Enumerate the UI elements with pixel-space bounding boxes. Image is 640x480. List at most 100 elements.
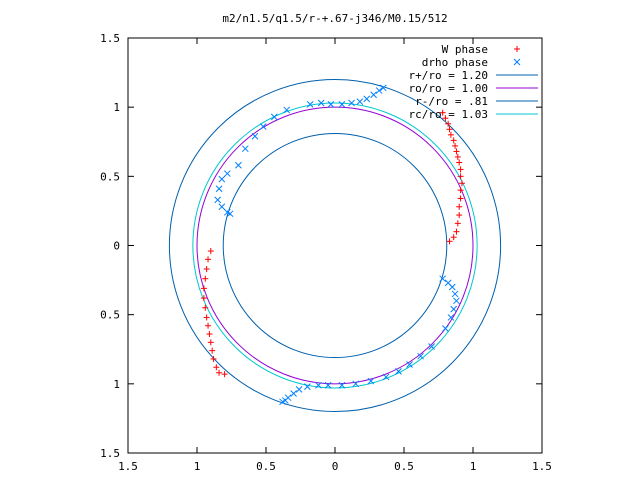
w-phase-point	[202, 304, 209, 311]
drho-phase-point	[241, 145, 249, 153]
drho-phase-point	[224, 170, 231, 177]
x-tick-label: 1.5	[118, 460, 138, 473]
drho-phase-point	[295, 386, 303, 393]
w-phase-point	[453, 228, 460, 235]
drho-phase-point	[382, 373, 390, 381]
w-phase-point	[203, 314, 210, 321]
drho-phase-point	[215, 185, 223, 193]
w-phase-point	[447, 131, 454, 138]
drho-phase-point	[214, 196, 222, 204]
w-phase-point	[457, 187, 464, 194]
circle-0	[168, 79, 502, 412]
w-phase-point	[454, 220, 461, 227]
drho-phase-point	[370, 91, 377, 99]
drho-phase-point	[448, 283, 456, 291]
y-tick-label: 1	[113, 101, 120, 114]
w-phase-point	[202, 275, 209, 282]
w-phase-point	[456, 212, 463, 219]
w-phase-point	[453, 148, 460, 155]
x-tick-label: 1	[194, 460, 201, 473]
x-tick-label: 0.5	[256, 460, 276, 473]
drho-phase-point	[338, 101, 346, 108]
w-phase-point	[446, 126, 453, 133]
drho-phase-point	[428, 343, 435, 350]
w-phase-point	[210, 355, 217, 362]
x-tick-label: 1.5	[532, 460, 552, 473]
drho-phase-point	[453, 297, 460, 305]
drho-phase-point	[352, 380, 360, 388]
w-phase-point	[439, 109, 446, 116]
drho-phase-point	[395, 368, 402, 375]
w-phase-point	[456, 159, 463, 166]
w-phase-point	[216, 369, 223, 376]
drho-phase-point	[218, 175, 226, 183]
drho-phase-point	[363, 95, 371, 103]
legend-label: drho phase	[422, 56, 488, 69]
w-phase-point	[457, 195, 464, 202]
drho-phase-point	[451, 290, 459, 298]
drho-phase-point	[306, 101, 314, 108]
w-phase-point	[205, 256, 212, 263]
drho-phase-point	[251, 132, 259, 140]
w-phase-point	[450, 137, 457, 144]
drho-phase-point	[367, 377, 375, 385]
w-phase-point	[205, 322, 212, 329]
y-tick-label: 0.5	[100, 170, 120, 183]
points-layer	[200, 84, 465, 406]
drho-phase-point	[226, 210, 234, 218]
y-tick-label: 1	[113, 378, 120, 391]
drho-phase-point	[417, 352, 424, 360]
drho-phase-point	[270, 113, 278, 121]
circle-2	[222, 132, 448, 359]
legend-label: r+/ro = 1.20	[409, 69, 488, 82]
drho-phase-point	[290, 390, 297, 397]
drho-phase-point	[324, 381, 332, 389]
y-tick-label: 0	[113, 240, 120, 253]
w-phase-point	[207, 339, 214, 346]
legend-label: W phase	[442, 43, 488, 56]
y-tick-label: 1.5	[100, 32, 120, 45]
drho-phase-point	[375, 87, 383, 94]
w-phase-point	[200, 295, 207, 302]
w-phase-point	[209, 347, 216, 354]
w-phase-point	[442, 115, 449, 122]
w-phase-point	[454, 153, 461, 160]
drho-phase-point	[348, 99, 355, 107]
w-phase-point	[452, 142, 459, 149]
drho-phase-point	[447, 314, 455, 321]
w-phase-point	[213, 364, 220, 371]
legend-label: rc/ro = 1.03	[409, 108, 488, 121]
drho-phase-point	[317, 99, 325, 107]
drho-phase-point	[356, 98, 364, 105]
y-tick-label: 0.5	[100, 309, 120, 322]
legend-label: r-/ro = .81	[415, 95, 488, 108]
w-phase-point	[457, 166, 464, 173]
legend-label: ro/ro = 1.00	[409, 82, 488, 95]
w-phase-point	[450, 234, 457, 241]
w-phase-point	[221, 371, 228, 378]
circle-1	[196, 106, 474, 385]
drho-phase-point	[259, 123, 267, 130]
drho-phase-point	[450, 305, 458, 313]
x-tick-label: 1	[470, 460, 477, 473]
w-phase-point	[446, 238, 453, 245]
drho-phase-point	[218, 203, 226, 211]
drho-phase-point	[327, 101, 335, 108]
x-tick-label: 0	[332, 460, 339, 473]
drho-phase-point	[315, 381, 322, 389]
drho-phase-point	[235, 161, 242, 169]
drho-phase-point	[338, 381, 346, 389]
drho-phase-point	[406, 361, 413, 368]
y-tick-label: 1.5	[100, 447, 120, 460]
drho-phase-point	[442, 325, 449, 332]
ticks-layer: 1.5 1 0.5 0 0.5 1 1.51.510.500.511.5	[100, 32, 552, 473]
w-phase-point	[207, 248, 214, 255]
circles-layer	[168, 79, 502, 412]
drho-phase-point	[304, 383, 311, 390]
x-tick-label: 0.5	[394, 460, 414, 473]
w-phase-point	[203, 266, 210, 273]
w-phase-point	[206, 331, 213, 338]
drho-phase-point	[279, 398, 286, 406]
